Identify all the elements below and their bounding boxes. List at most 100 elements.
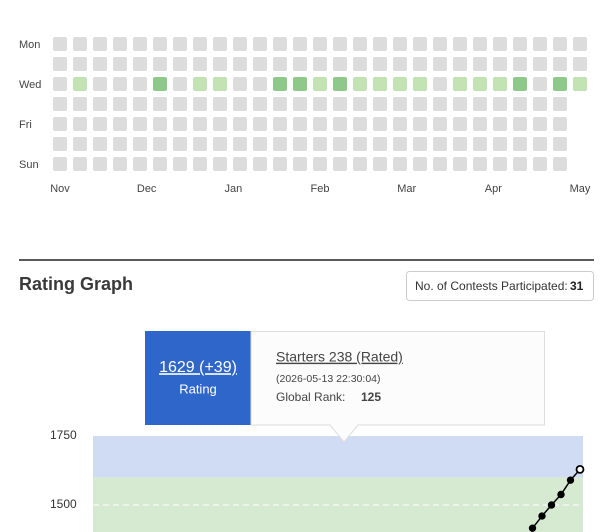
activity-cell <box>173 97 187 111</box>
activity-cell <box>413 57 427 71</box>
activity-cell <box>73 117 87 131</box>
activity-cell <box>313 137 327 151</box>
activity-cell <box>533 97 547 111</box>
activity-cell <box>213 137 227 151</box>
tooltip-rank: 125 <box>361 390 381 404</box>
activity-cell <box>453 157 467 171</box>
activity-cell <box>493 37 507 51</box>
activity-cell <box>333 97 347 111</box>
activity-cell <box>133 77 147 91</box>
activity-cell <box>433 57 447 71</box>
activity-cell <box>193 137 207 151</box>
row-label: Fri <box>19 119 32 131</box>
activity-cell <box>453 97 467 111</box>
tooltip-rating-label: Rating <box>179 381 217 396</box>
activity-cell <box>113 97 127 111</box>
activity-cell <box>453 117 467 131</box>
activity-cell <box>493 77 507 91</box>
activity-cell <box>433 157 447 171</box>
y-tick-label: 1750 <box>50 428 77 442</box>
activity-cell <box>173 117 187 131</box>
activity-cell <box>253 57 267 71</box>
activity-cell <box>233 77 247 91</box>
activity-cell <box>413 157 427 171</box>
activity-cell <box>333 77 347 91</box>
activity-cell <box>553 157 567 171</box>
activity-cell <box>153 57 167 71</box>
activity-cell <box>233 37 247 51</box>
activity-cell <box>433 77 447 91</box>
activity-cell <box>393 117 407 131</box>
activity-cell <box>293 57 307 71</box>
tooltip-arrow-join <box>331 423 357 426</box>
row-label: Mon <box>19 39 40 51</box>
activity-cell <box>393 137 407 151</box>
tooltip-contest[interactable]: Starters 238 (Rated) <box>276 349 403 365</box>
activity-cell <box>113 157 127 171</box>
activity-cell <box>533 57 547 71</box>
activity-cell <box>93 97 107 111</box>
activity-cell <box>213 97 227 111</box>
rating-band <box>93 436 583 478</box>
activity-cell <box>373 97 387 111</box>
activity-cell <box>493 57 507 71</box>
activity-cell <box>193 157 207 171</box>
activity-cell <box>293 97 307 111</box>
activity-cell <box>473 57 487 71</box>
activity-cell <box>353 157 367 171</box>
activity-cell <box>153 77 167 91</box>
activity-cell <box>213 157 227 171</box>
activity-cell <box>473 137 487 151</box>
activity-cell <box>73 157 87 171</box>
activity-cell <box>73 77 87 91</box>
activity-cell <box>553 117 567 131</box>
activity-cell <box>153 37 167 51</box>
activity-cell <box>353 57 367 71</box>
activity-cell <box>413 117 427 131</box>
activity-cell <box>173 77 187 91</box>
activity-cell <box>93 57 107 71</box>
activity-cell <box>193 77 207 91</box>
activity-cell <box>353 37 367 51</box>
activity-cell <box>173 57 187 71</box>
activity-cell <box>553 57 567 71</box>
activity-cell <box>53 157 67 171</box>
activity-cell <box>113 57 127 71</box>
activity-cell <box>133 97 147 111</box>
rating-chart: 1500 1750 <box>50 428 585 532</box>
activity-cell <box>193 97 207 111</box>
activity-cell <box>513 37 527 51</box>
activity-cell <box>393 77 407 91</box>
activity-cell <box>273 57 287 71</box>
activity-cell <box>493 97 507 111</box>
activity-cell <box>113 137 127 151</box>
activity-cell <box>73 57 87 71</box>
month-label: Jan <box>224 183 242 195</box>
activity-cell <box>73 137 87 151</box>
month-label: Feb <box>311 183 330 195</box>
activity-cell <box>513 57 527 71</box>
activity-cell <box>173 37 187 51</box>
activity-cell <box>353 117 367 131</box>
activity-cell <box>153 157 167 171</box>
activity-cell <box>73 97 87 111</box>
activity-cell <box>273 137 287 151</box>
activity-cell <box>253 97 267 111</box>
activity-cell <box>113 37 127 51</box>
contests-count: 31 <box>570 279 584 293</box>
rating-point <box>547 501 556 509</box>
activity-cell <box>153 117 167 131</box>
activity-cell <box>513 157 527 171</box>
activity-cell <box>513 137 527 151</box>
activity-cell <box>553 37 567 51</box>
activity-cell <box>573 57 587 71</box>
activity-cell <box>473 97 487 111</box>
activity-cell <box>513 77 527 91</box>
tooltip-date: (2026-05-13 22:30:04) <box>276 373 381 385</box>
activity-cell <box>393 97 407 111</box>
contests-box <box>406 271 594 301</box>
activity-cell <box>253 157 267 171</box>
activity-cell <box>313 57 327 71</box>
activity-cell <box>253 117 267 131</box>
activity-cell <box>373 37 387 51</box>
